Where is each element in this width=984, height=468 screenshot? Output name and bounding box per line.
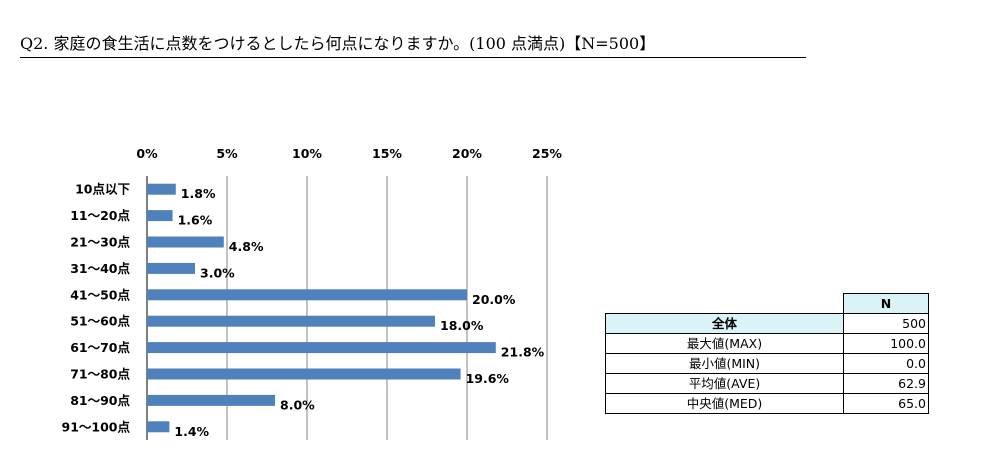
data-label: 1.6% — [178, 213, 213, 228]
data-label: 3.0% — [200, 265, 235, 280]
title-underline — [20, 57, 806, 58]
stats-row-value: 500 — [843, 313, 929, 334]
x-tick-label: 20% — [452, 146, 482, 161]
category-label: 41～50点 — [70, 287, 130, 302]
data-label: 18.0% — [440, 318, 484, 333]
category-label: 31～40点 — [70, 261, 130, 276]
stats-header-n: N — [843, 293, 929, 314]
category-label: 71～80点 — [70, 367, 130, 382]
page-title: Q2. 家庭の食生活に点数をつけるとしたら何点になりますか。(100 点満点)【… — [20, 34, 656, 53]
x-tick-label: 25% — [532, 146, 562, 161]
category-label: 81～90点 — [70, 393, 130, 408]
bar — [147, 342, 496, 354]
stats-row-label: 平均値(AVE) — [605, 373, 844, 394]
bar — [147, 262, 195, 274]
stats-row-label: 最小値(MIN) — [605, 353, 844, 374]
data-label: 8.0% — [280, 397, 315, 412]
stats-corner — [606, 294, 844, 314]
stats-row-value: 0.0 — [843, 353, 929, 374]
stats-table: N 全体 500 最大値(MAX) 100.0 最小値(MIN) 0.0 平均値… — [605, 293, 929, 414]
bar — [147, 368, 461, 380]
bar — [147, 183, 176, 195]
category-label: 51～60点 — [70, 314, 130, 329]
bar-chart: 0% 5% 10% 15% 20% 25% 10点以下 11～20点 21～30点 31～40点… — [62, 146, 562, 440]
category-label: 21～30点 — [70, 235, 130, 250]
x-tick-label: 5% — [216, 146, 238, 161]
bar — [147, 289, 467, 301]
data-label: 21.8% — [501, 345, 545, 360]
bar — [147, 421, 170, 433]
x-tick-label: 10% — [292, 146, 322, 161]
x-tick-label: 15% — [372, 146, 402, 161]
data-label: 19.6% — [466, 371, 510, 386]
stats-row-label: 中央値(MED) — [605, 393, 844, 414]
x-tick-label: 0% — [136, 146, 158, 161]
data-label: 1.4% — [174, 424, 209, 439]
bar — [147, 236, 224, 248]
stats-row-label: 全体 — [605, 313, 844, 334]
stats-row-value: 65.0 — [843, 393, 929, 414]
stats-row-value: 62.9 — [843, 373, 929, 394]
category-label: 91～100点 — [62, 419, 131, 434]
data-label: 1.8% — [181, 186, 216, 201]
data-label: 20.0% — [472, 292, 516, 307]
bar — [147, 394, 275, 406]
stats-row-value: 100.0 — [843, 333, 929, 354]
category-label: 10点以下 — [75, 182, 130, 197]
stats-row-label: 最大値(MAX) — [605, 333, 844, 354]
bar — [147, 315, 435, 327]
category-label: 11～20点 — [70, 208, 130, 223]
category-label: 61～70点 — [70, 340, 130, 355]
bar — [147, 210, 173, 222]
data-label: 4.8% — [229, 239, 264, 254]
